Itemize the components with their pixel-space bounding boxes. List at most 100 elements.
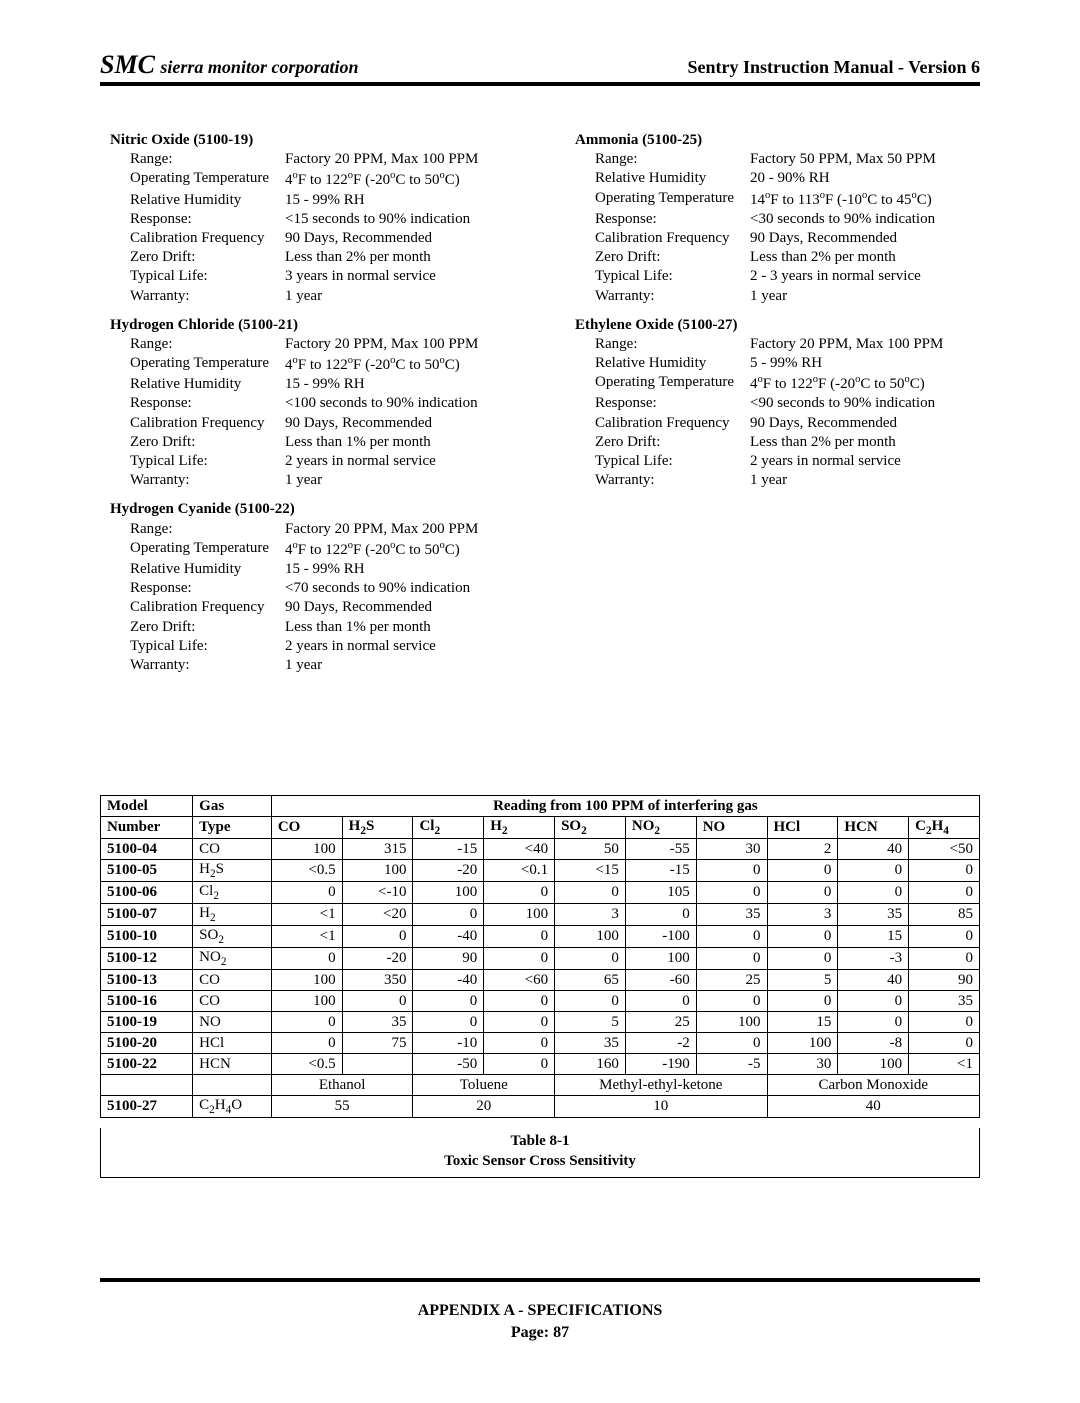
th-number: Number (101, 817, 193, 839)
cell-interferent-label: Ethanol (271, 1075, 413, 1096)
cell-value: 15 (838, 926, 909, 948)
spec-label: Zero Drift: (595, 433, 750, 452)
header-corp: sierra monitor corporation (160, 57, 358, 77)
cell-value: <-10 (342, 882, 413, 904)
spec-label: Response: (130, 210, 285, 229)
cell-value: -8 (838, 1033, 909, 1054)
cell-value: 0 (271, 882, 342, 904)
cell-value: 0 (271, 1033, 342, 1054)
spec-label: Range: (130, 150, 285, 169)
spec-label: Response: (130, 579, 285, 598)
cell-value: 100 (271, 970, 342, 991)
table-row-labels: EthanolTolueneMethyl-ethyl-ketoneCarbon … (101, 1075, 980, 1096)
cell-value: -60 (625, 970, 696, 991)
table-row: 5100-10SO2<10-400100-10000150 (101, 926, 980, 948)
spec-label: Calibration Frequency (595, 229, 750, 248)
cell-value: 30 (696, 839, 767, 860)
cell-value: 0 (271, 1012, 342, 1033)
cell-gas: CO (193, 839, 272, 860)
spec-label: Operating Temperature (130, 539, 285, 560)
spec-row: Warranty:1 year (595, 471, 980, 490)
cell-empty (101, 1075, 193, 1096)
spec-value: 90 Days, Recommended (750, 229, 980, 248)
cell-value: 0 (767, 926, 838, 948)
caption-line-2: Toxic Sensor Cross Sensitivity (444, 1153, 636, 1169)
cell-value: 65 (555, 970, 626, 991)
spec-value: 15 - 99% RH (285, 191, 515, 210)
spec-label: Relative Humidity (130, 560, 285, 579)
cell-value: 40 (767, 1096, 979, 1118)
cell-value: 25 (625, 1012, 696, 1033)
footer-page: Page: 87 (511, 1324, 569, 1341)
spec-row: Range:Factory 20 PPM, Max 100 PPM (130, 150, 515, 169)
header-right: Sentry Instruction Manual - Version 6 (687, 57, 980, 78)
cell-value: 35 (342, 1012, 413, 1033)
table-row: 5100-22HCN<0.5-500160-190-530100<1 (101, 1054, 980, 1075)
spec-value: Factory 50 PPM, Max 50 PPM (750, 150, 980, 169)
cell-value: 0 (838, 882, 909, 904)
spec-row: Operating Temperature4oF to 122oF (-20oC… (130, 169, 515, 190)
table-row: 5100-04CO100315-15<4050-5530240<50 (101, 839, 980, 860)
cell-value: -20 (342, 948, 413, 970)
spec-label: Relative Humidity (130, 375, 285, 394)
cell-value: <0.1 (484, 860, 555, 882)
spec-value: 4oF to 122oF (-20oC to 50oC) (285, 354, 515, 375)
cell-value: <1 (271, 926, 342, 948)
th-gas-col: H2S (342, 817, 413, 839)
spec-value: 90 Days, Recommended (285, 229, 515, 248)
cell-value: 350 (342, 970, 413, 991)
cell-value: <1 (271, 904, 342, 926)
cell-value: 160 (555, 1054, 626, 1075)
cell-value: 100 (696, 1012, 767, 1033)
spec-row: Response:<100 seconds to 90% indication (130, 394, 515, 413)
cell-value: 0 (767, 948, 838, 970)
cell-gas: Cl2 (193, 882, 272, 904)
cell-value: 0 (555, 991, 626, 1012)
cell-value: 100 (413, 882, 484, 904)
cell-value: 35 (909, 991, 980, 1012)
table-header-row-1: Model Gas Reading from 100 PPM of interf… (101, 796, 980, 817)
cell-value: -55 (625, 839, 696, 860)
cell-value: 315 (342, 839, 413, 860)
cell-value: 0 (767, 882, 838, 904)
cell-value: -50 (413, 1054, 484, 1075)
cell-gas: HCN (193, 1054, 272, 1075)
spec-row: Zero Drift:Less than 2% per month (595, 248, 980, 267)
spec-row: Relative Humidity15 - 99% RH (130, 191, 515, 210)
cell-gas: HCl (193, 1033, 272, 1054)
spec-label: Typical Life: (130, 267, 285, 286)
spec-row: Relative Humidity15 - 99% RH (130, 560, 515, 579)
spec-value: 90 Days, Recommended (285, 414, 515, 433)
spec-row: Warranty:1 year (130, 656, 515, 675)
spec-label: Range: (130, 520, 285, 539)
table-caption: Table 8-1 Toxic Sensor Cross Sensitivity (100, 1128, 980, 1178)
cell-gas: NO2 (193, 948, 272, 970)
cell-gas: SO2 (193, 926, 272, 948)
spec-row: Calibration Frequency90 Days, Recommende… (130, 598, 515, 617)
cell-value: 0 (909, 926, 980, 948)
spec-value: <15 seconds to 90% indication (285, 210, 515, 229)
cell-value: 90 (413, 948, 484, 970)
spec-value: 1 year (285, 287, 515, 306)
header-left: SMC sierra monitor corporation (100, 50, 358, 80)
cell-value: <40 (484, 839, 555, 860)
cell-value: <50 (909, 839, 980, 860)
cell-value: 0 (909, 882, 980, 904)
spec-row: Zero Drift:Less than 2% per month (595, 433, 980, 452)
spec-label: Response: (595, 394, 750, 413)
spec-row: Relative Humidity20 - 90% RH (595, 169, 980, 188)
cell-value: 100 (555, 926, 626, 948)
cell-value: 0 (909, 1012, 980, 1033)
spec-row: Calibration Frequency90 Days, Recommende… (130, 414, 515, 433)
spec-label: Response: (595, 210, 750, 229)
table-row: 5100-07H2<1<200100303533585 (101, 904, 980, 926)
th-model: Model (101, 796, 193, 817)
cell-value: 100 (625, 948, 696, 970)
spec-title: Nitric Oxide (5100-19) (110, 131, 515, 150)
spec-value: 1 year (750, 471, 980, 490)
cell-value: 0 (555, 948, 626, 970)
spec-label: Range: (595, 335, 750, 354)
cell-value: 0 (484, 882, 555, 904)
cell-model: 5100-10 (101, 926, 193, 948)
spec-row: Range:Factory 50 PPM, Max 50 PPM (595, 150, 980, 169)
